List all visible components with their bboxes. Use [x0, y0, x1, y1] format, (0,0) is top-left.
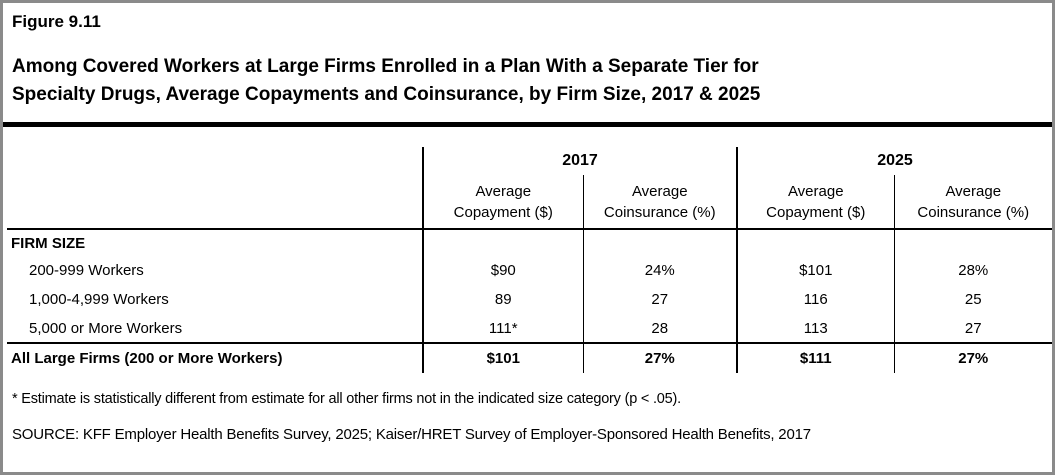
source-attribution: SOURCE: KFF Employer Health Benefits Sur… — [12, 426, 811, 443]
empty-cell — [736, 229, 894, 256]
value-copayment-2017: 111* — [422, 314, 583, 343]
value-coinsurance-2025: 25 — [893, 285, 1052, 314]
year-header-2017: 2017 — [422, 147, 737, 175]
firm-size-section-row: FIRM SIZE — [7, 229, 1052, 256]
value-copayment-2025: $101 — [736, 256, 894, 285]
year-header-2025: 2025 — [736, 147, 1052, 175]
value-copayment-2017: $90 — [422, 256, 583, 285]
row-label: 5,000 or More Workers — [29, 319, 183, 337]
value-copayment-2025: 116 — [736, 285, 894, 314]
row-label: 1,000-4,999 Workers — [29, 291, 169, 308]
table-row-all-large-firms: All Large Firms (200 or More Workers) $1… — [7, 342, 1052, 373]
year-header-spacer — [7, 147, 423, 175]
figure-number-label: Figure 9.11 — [12, 12, 101, 31]
table-row-5000-or-more-workers: 5,000 or More Workers 111* 28 113 27 — [7, 314, 1052, 343]
value-coinsurance-2017: 24% — [582, 256, 737, 285]
column-header-coinsurance-2025: Average Coinsurance (%) — [893, 175, 1052, 230]
value-coinsurance-2017: 28 — [582, 314, 737, 343]
value-coinsurance-2025: 27 — [893, 314, 1052, 343]
total-coinsurance-2017: 27% — [582, 342, 737, 373]
figure-title-line-2: Specialty Drugs, Average Copayments and … — [12, 84, 761, 105]
column-header-copayment-2017: Average Copayment ($) — [422, 175, 583, 230]
title-divider-rule — [3, 122, 1052, 127]
value-coinsurance-2025: 28% — [893, 256, 1052, 285]
value-copayment-2017: 89 — [422, 285, 583, 314]
value-copayment-2025: 113 — [736, 314, 894, 343]
figure-title: Among Covered Workers at Large Firms Enr… — [12, 53, 1042, 109]
column-header-copayment-2025: Average Copayment ($) — [736, 175, 894, 230]
firm-size-section-label: FIRM SIZE — [11, 234, 86, 252]
total-copayment-2017: $101 — [422, 342, 583, 373]
copay-coinsurance-table: 2017 2025 Average Copayment ($) Average … — [7, 147, 1052, 373]
year-header-row: 2017 2025 — [7, 147, 1052, 175]
figure-header: Figure 9.11 Among Covered Workers at Lar… — [3, 3, 1052, 109]
figure-title-line-1: Among Covered Workers at Large Firms Enr… — [12, 56, 759, 77]
total-row-label: All Large Firms (200 or More Workers) — [7, 342, 423, 373]
statistical-footnote: * Estimate is statistically different fr… — [12, 391, 681, 407]
table-row-200-999-workers: 200-999 Workers $90 24% $101 28% — [7, 256, 1052, 285]
value-coinsurance-2017: 27 — [582, 285, 737, 314]
row-label: 200-999 Workers — [29, 262, 144, 279]
empty-cell — [422, 229, 583, 256]
total-coinsurance-2025: 27% — [893, 342, 1052, 373]
column-header-coinsurance-2017: Average Coinsurance (%) — [582, 175, 737, 230]
table-row-1000-4999-workers: 1,000-4,999 Workers 89 27 116 25 — [7, 285, 1052, 314]
column-header-spacer — [7, 175, 423, 230]
total-copayment-2025: $111 — [736, 342, 894, 373]
column-header-row: Average Copayment ($) Average Coinsuranc… — [7, 175, 1052, 230]
empty-cell — [893, 229, 1052, 256]
empty-cell — [582, 229, 737, 256]
